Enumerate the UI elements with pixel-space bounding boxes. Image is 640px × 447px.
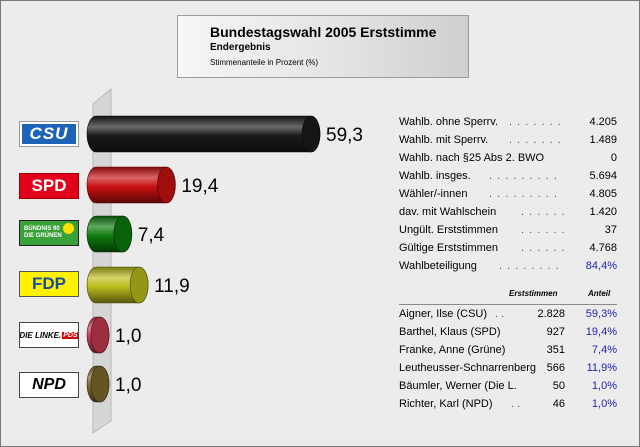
candidate-row: Leutheusser-Schnarrenberg 566 11,9% (399, 360, 617, 378)
candidate-name: Leutheusser-Schnarrenberg (399, 362, 536, 374)
stats-row: Wähler/-innen . . . . . . . . . 4.805 (399, 186, 617, 204)
stats-dots: . . . . . . (521, 224, 566, 236)
candidate-share: 1,0% (591, 398, 617, 410)
stats-dots: . . . . . . . . (499, 260, 560, 272)
linke-logo-text: DIE LINKE. (19, 330, 62, 340)
bar-cap (90, 365, 110, 403)
stats-label: Wahlbeteiligung (399, 260, 477, 272)
stats-dots: . . . . . . (521, 242, 566, 254)
candidate-votes: 2.828 (537, 308, 565, 320)
candidate-votes: 46 (552, 398, 565, 410)
bar-value-label: 19,4 (181, 176, 218, 197)
stats-label: Ungült. Erststimmen (399, 224, 499, 236)
spd-logo-text: SPD (31, 176, 67, 195)
stats-value: 0 (610, 152, 617, 164)
candidate-share: 11,9% (586, 362, 617, 374)
stats-value: 37 (604, 224, 617, 236)
stats-dots: . . . . . . . . . (489, 170, 558, 182)
bar-cap (90, 316, 110, 354)
stats-row: dav. mit Wahlschein . . . . . . 1.420 (399, 204, 617, 222)
stats-value: 4.805 (589, 188, 617, 200)
candidate-votes: 50 (552, 380, 565, 392)
linke-logo: DIE LINKE. PDS (19, 322, 79, 348)
csu-logo-text: CSU (21, 124, 77, 144)
chart-caption: Stimmenanteile in Prozent (%) (210, 58, 319, 67)
stats-value: 1.489 (589, 134, 617, 146)
stats-dots: . . . . . . . . . (489, 188, 558, 200)
bar-cap (157, 166, 176, 204)
gruene-logo-line2: DIE GRÜNEN (24, 233, 62, 239)
gruene-logo: BÜNDNIS 90 DIE GRÜNEN (19, 220, 79, 246)
bar-cap (113, 215, 133, 253)
candidate-dots: . . (495, 308, 505, 320)
fdp-logo-text: FDP (32, 274, 66, 293)
fdp-logo: FDP (19, 271, 79, 297)
bar-value-label: 1,0 (115, 375, 141, 396)
candidate-row: Aigner, Ilse (CSU) . . 2.828 59,3% (399, 306, 617, 324)
stats-row-turnout: Wahlbeteiligung . . . . . . . . 84,4% (399, 258, 617, 276)
spd-logo: SPD (19, 173, 79, 199)
turnout-value: 84,4% (585, 260, 617, 272)
stats-label: Wahlb. nach §25 Abs 2. BWO (399, 152, 545, 164)
bar-value-label: 7,4 (138, 225, 165, 246)
stats-value: 4.205 (589, 116, 617, 128)
votes-column-header: Erststimmen (509, 289, 558, 298)
bar-cap (129, 266, 149, 304)
candidate-share: 59,3% (585, 308, 617, 320)
sunflower-icon (63, 223, 74, 234)
bar-value-label: 1,0 (115, 326, 141, 347)
stats-value: 1.420 (589, 206, 617, 218)
bar-chart: 59,3 19,4 7,4 11,9 1,0 1,0 (86, 87, 363, 434)
stats-row: Wahlb. insges. . . . . . . . . . 5.694 (399, 168, 617, 186)
stats-label: Wahlb. mit Sperrv. (399, 134, 489, 146)
csu-logo: CSU (19, 121, 79, 147)
stats-row: Gültige Erststimmen . . . . . . 4.768 (399, 240, 617, 258)
candidate-share: 19,4% (585, 326, 617, 338)
stats-dots: . . . . . . . (509, 134, 562, 146)
candidate-name: Barthel, Klaus (SPD) (399, 326, 501, 338)
stats-label: Gültige Erststimmen (399, 242, 499, 254)
candidate-row: Bäumler, Werner (Die L. 50 1,0% (399, 378, 617, 396)
chart-title: Bundestagswahl 2005 Erststimme (210, 24, 437, 40)
stats-dots: . . . . . . (521, 206, 566, 218)
stats-row: Wahlb. mit Sperrv. . . . . . . . 1.489 (399, 132, 617, 150)
candidate-row: Richter, Karl (NPD) . . 46 1,0% (399, 396, 617, 414)
share-column-header: Anteil (588, 289, 611, 298)
title-box: Bundestagswahl 2005 Erststimme Endergebn… (177, 15, 469, 78)
candidate-share: 7,4% (591, 344, 617, 356)
candidate-row: Barthel, Klaus (SPD) 927 19,4% (399, 324, 617, 342)
stats-row: Ungült. Erststimmen . . . . . . 37 (399, 222, 617, 240)
candidate-name: Bäumler, Werner (Die L. (399, 380, 517, 392)
candidate-votes: 927 (546, 326, 565, 338)
bar-value-label: 11,9 (154, 276, 190, 297)
candidate-name: Richter, Karl (NPD) (399, 398, 493, 410)
candidate-votes: 351 (546, 344, 565, 356)
candidate-row: Franke, Anne (Grüne) 351 7,4% (399, 342, 617, 360)
stats-row: Wahlb. ohne Sperrv. . . . . . . . 4.205 (399, 114, 617, 132)
stats-label: Wahlb. ohne Sperrv. (399, 116, 499, 128)
npd-logo: NPD (19, 372, 79, 398)
bar-csu (86, 115, 321, 153)
chart-subtitle: Endergebnis (210, 42, 271, 53)
candidate-share: 1,0% (591, 380, 617, 392)
bar-value-label: 59,3 (326, 125, 363, 146)
stats-label: dav. mit Wahlschein (399, 206, 497, 218)
gruene-logo-line1: BÜNDNIS 90 (24, 226, 60, 232)
stats-value: 4.768 (589, 242, 617, 254)
bar-cap (301, 115, 321, 153)
npd-logo-text: NPD (32, 376, 66, 393)
candidate-name: Franke, Anne (Grüne) (399, 344, 506, 356)
stats-dots: . . . . . . . (509, 116, 562, 128)
pds-logo-text: PDS (62, 331, 78, 339)
stats-row: Wahlb. nach §25 Abs 2. BWO 0 (399, 150, 617, 168)
candidate-name: Aigner, Ilse (CSU) (399, 308, 488, 320)
candidate-votes: 566 (546, 362, 565, 374)
stats-value: 5.694 (589, 170, 617, 182)
stats-label: Wähler/-innen (399, 188, 468, 200)
stats-label: Wahlb. insges. (399, 170, 471, 182)
candidate-dots: . . (511, 398, 521, 410)
divider (399, 304, 617, 305)
